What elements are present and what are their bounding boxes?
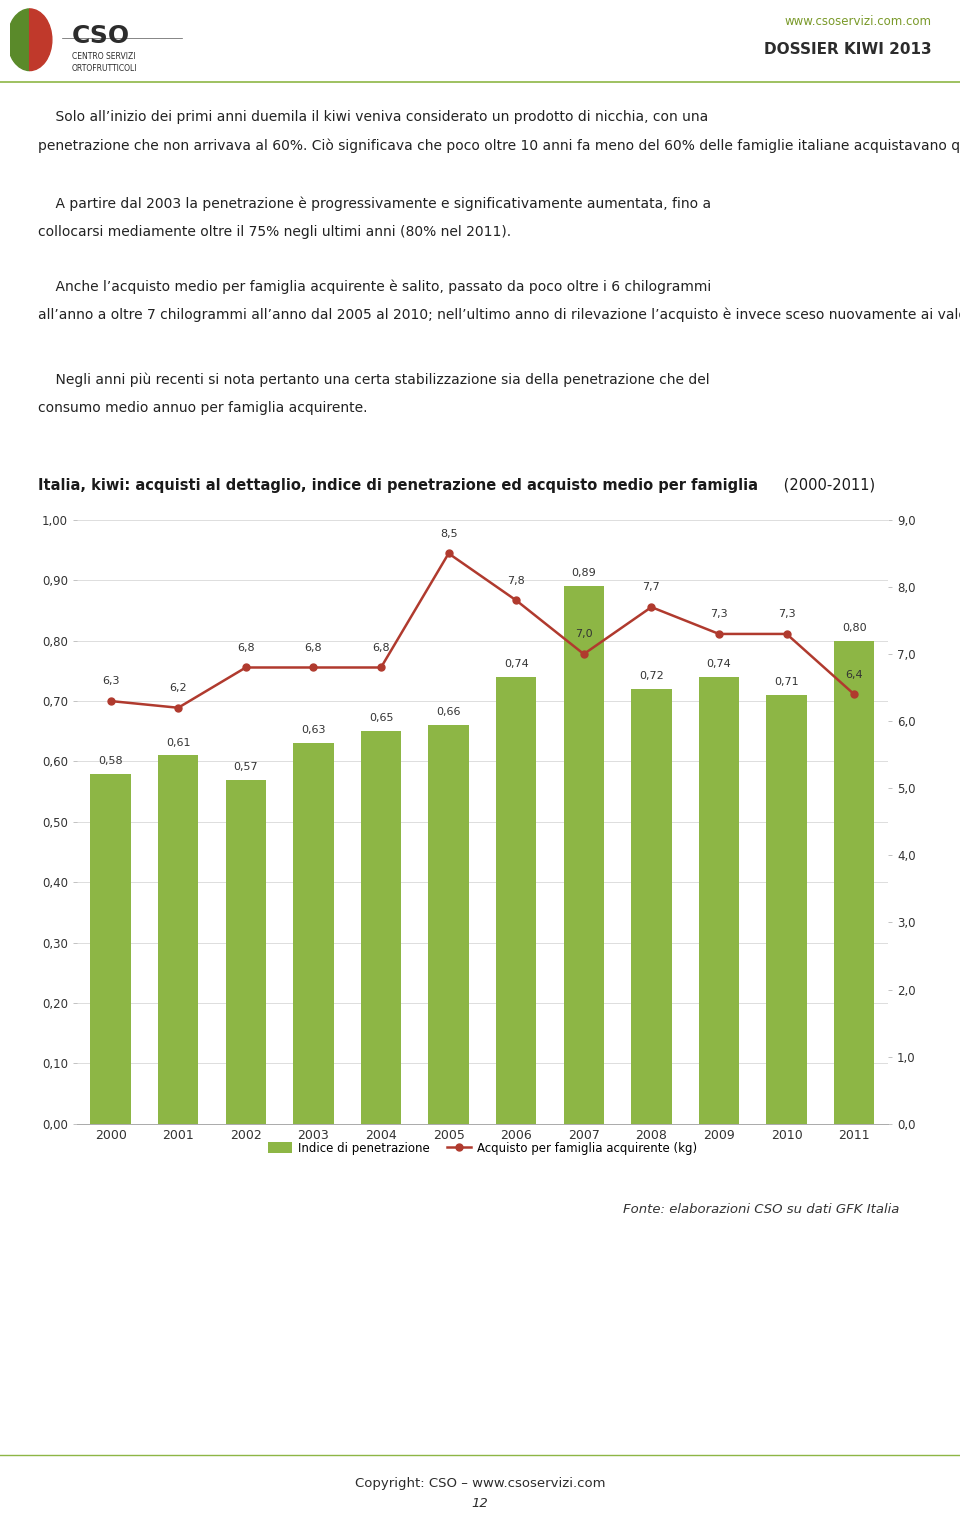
Text: Fonte: elaborazioni CSO su dati GFK Italia: Fonte: elaborazioni CSO su dati GFK Ital… [623,1203,900,1216]
Text: 0,89: 0,89 [571,569,596,578]
Text: consumo medio annuo per famiglia acquirente.: consumo medio annuo per famiglia acquire… [38,401,368,416]
Text: www.csoservizi.com.com: www.csoservizi.com.com [784,15,931,28]
Text: Anche l’acquisto medio per famiglia acquirente è salito, passato da poco oltre i: Anche l’acquisto medio per famiglia acqu… [38,278,711,294]
Bar [834,641,875,1124]
Text: 6,2: 6,2 [169,683,187,693]
Text: 7,3: 7,3 [778,609,796,619]
Text: CSO: CSO [72,23,131,47]
Text: 0,61: 0,61 [166,737,190,748]
Text: 7,8: 7,8 [507,575,525,586]
Text: 7,7: 7,7 [642,583,660,592]
Text: 0,74: 0,74 [504,659,529,670]
Text: CENTRO SERVIZI
ORTOFRUTTICOLI: CENTRO SERVIZI ORTOFRUTTICOLI [72,52,137,73]
Text: 0,71: 0,71 [775,677,799,687]
Text: DOSSIER KIWI 2013: DOSSIER KIWI 2013 [763,43,931,57]
Bar [766,696,806,1124]
Text: 8,5: 8,5 [440,529,457,538]
Text: (2000-2011): (2000-2011) [779,479,875,492]
Bar [699,677,739,1124]
Text: Negli anni più recenti si nota pertanto una certa stabilizzazione sia della pene: Negli anni più recenti si nota pertanto … [38,373,710,387]
Wedge shape [8,9,30,70]
Bar [496,677,537,1124]
Text: 0,72: 0,72 [639,671,663,680]
Bar [631,690,672,1124]
Text: 6,8: 6,8 [237,642,254,653]
Text: 0,63: 0,63 [301,725,325,735]
Text: 0,74: 0,74 [707,659,732,670]
Bar [157,755,199,1124]
Text: 12: 12 [471,1497,489,1511]
Text: A partire dal 2003 la penetrazione è progressivamente e significativamente aumen: A partire dal 2003 la penetrazione è pro… [38,196,711,211]
Bar [90,774,131,1124]
Text: 6,3: 6,3 [102,676,119,687]
Text: 6,8: 6,8 [372,642,390,653]
Text: 0,65: 0,65 [369,714,394,723]
Text: 7,3: 7,3 [710,609,728,619]
Bar [428,725,468,1124]
Text: 0,80: 0,80 [842,622,867,633]
Text: 6,4: 6,4 [846,670,863,679]
Bar [361,731,401,1124]
Bar [564,586,604,1124]
Text: all’anno a oltre 7 chilogrammi all’anno dal 2005 al 2010; nell’ultimo anno di ri: all’anno a oltre 7 chilogrammi all’anno … [38,307,960,323]
Text: Copyright: CSO – www.csoservizi.com: Copyright: CSO – www.csoservizi.com [355,1477,605,1489]
Text: 6,8: 6,8 [304,642,323,653]
Bar [226,780,266,1124]
Bar [293,743,334,1124]
Legend: Indice di penetrazione, Acquisto per famiglia acquirente (kg): Indice di penetrazione, Acquisto per fam… [263,1138,702,1159]
Text: 7,0: 7,0 [575,630,592,639]
Text: penetrazione che non arrivava al 60%. Ciò significava che poco oltre 10 anni fa : penetrazione che non arrivava al 60%. Ci… [38,139,960,153]
Text: Italia, kiwi: acquisti al dettaglio, indice di penetrazione ed acquisto medio pe: Italia, kiwi: acquisti al dettaglio, ind… [38,479,758,492]
Text: 0,57: 0,57 [233,761,258,772]
Text: 0,66: 0,66 [437,708,461,717]
Text: Solo all’inizio dei primi anni duemila il kiwi veniva considerato un prodotto di: Solo all’inizio dei primi anni duemila i… [38,110,708,124]
Wedge shape [30,9,52,70]
Text: collocarsi mediamente oltre il 75% negli ultimi anni (80% nel 2011).: collocarsi mediamente oltre il 75% negli… [38,225,512,239]
Text: 0,58: 0,58 [98,755,123,766]
